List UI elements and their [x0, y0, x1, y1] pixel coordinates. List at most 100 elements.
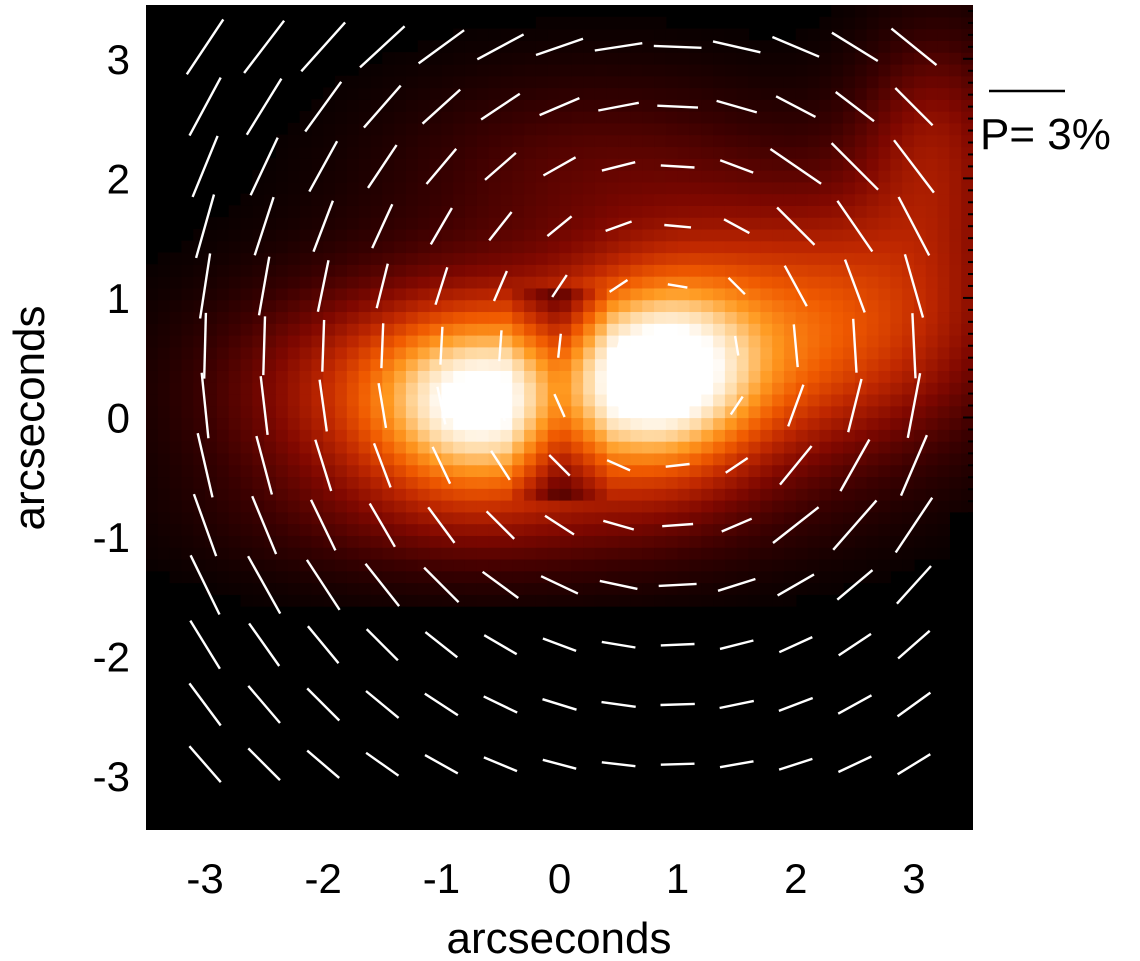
heatmap-cell	[866, 75, 880, 89]
heatmap-cell	[323, 429, 336, 442]
heatmap-cell	[500, 346, 513, 360]
heatmap-cell	[559, 452, 572, 466]
heatmap-cell	[748, 417, 761, 430]
heatmap-cell	[843, 570, 856, 584]
heatmap-cell	[216, 452, 230, 466]
heatmap-cell	[146, 523, 159, 536]
heatmap-cell	[961, 417, 973, 430]
heatmap-cell	[547, 170, 561, 183]
heatmap-cell	[606, 547, 620, 560]
heatmap-cell	[571, 299, 584, 313]
heatmap-cell	[500, 382, 513, 395]
heatmap-cell	[216, 252, 230, 265]
heatmap-cell	[748, 547, 761, 560]
heatmap-cell	[925, 335, 939, 348]
heatmap-cell	[937, 417, 950, 430]
heatmap-cell	[760, 63, 773, 77]
heatmap-cell	[394, 217, 407, 230]
heatmap-cell	[524, 134, 537, 148]
polarization-vector	[535, 37, 584, 57]
heatmap-cell	[949, 500, 962, 513]
heatmap-cell	[311, 393, 324, 407]
heatmap-cell	[335, 417, 348, 430]
heatmap-cell	[429, 476, 442, 489]
heatmap-cell	[890, 287, 903, 301]
heatmap-cell	[512, 382, 525, 395]
heatmap-cell	[417, 252, 431, 265]
heatmap-cell	[736, 535, 750, 548]
heatmap-cell	[878, 52, 891, 65]
heatmap-cell	[417, 570, 431, 584]
heatmap-cell	[677, 228, 691, 242]
heatmap-cell	[524, 158, 537, 171]
heatmap-cell	[807, 382, 821, 395]
heatmap-cell	[346, 228, 360, 242]
heatmap-cell	[642, 134, 655, 148]
heatmap-cell	[665, 323, 679, 336]
heatmap-cell	[571, 523, 584, 536]
heatmap-cell	[264, 382, 277, 395]
heatmap-cell	[500, 75, 513, 89]
heatmap-cell	[760, 40, 773, 53]
heatmap-cell	[642, 16, 655, 30]
heatmap-cell	[961, 441, 973, 454]
heatmap-cell	[724, 28, 738, 41]
heatmap-cell	[654, 63, 667, 77]
heatmap-cell	[299, 228, 312, 242]
heatmap-cell	[299, 205, 312, 218]
heatmap-cell	[181, 382, 194, 395]
heatmap-cell	[464, 452, 478, 466]
heatmap-cell	[512, 158, 525, 171]
heatmap-cell	[464, 299, 478, 313]
heatmap-cell	[913, 358, 927, 371]
heatmap-cell	[252, 205, 265, 218]
heatmap-cell	[618, 63, 631, 77]
heatmap-cell	[866, 16, 880, 30]
heatmap-cell	[913, 205, 927, 218]
heatmap-cell	[772, 370, 785, 383]
heatmap-cell	[311, 429, 324, 442]
polarization-vector	[480, 92, 521, 121]
heatmap-cell	[819, 99, 832, 112]
heatmap-cell	[724, 417, 738, 430]
heatmap-cell	[441, 323, 454, 336]
heatmap-cell	[500, 464, 513, 478]
heatmap-cell	[299, 134, 312, 148]
heatmap-cell	[240, 205, 253, 218]
heatmap-cell	[358, 299, 372, 313]
heatmap-cell	[783, 547, 797, 560]
heatmap-cell	[654, 146, 667, 159]
heatmap-cell	[358, 146, 372, 159]
heatmap-cell	[736, 193, 750, 206]
heatmap-cell	[760, 217, 773, 230]
heatmap-cell	[240, 193, 253, 206]
heatmap-cell	[441, 134, 454, 148]
heatmap-cell	[429, 99, 442, 112]
heatmap-cell	[890, 405, 903, 419]
heatmap-cell	[323, 547, 336, 560]
heatmap-cell	[937, 181, 950, 195]
heatmap-cell	[689, 441, 702, 454]
heatmap-cell	[654, 264, 667, 277]
polarization-vector	[601, 700, 636, 708]
heatmap-cell	[488, 570, 502, 584]
heatmap-cell	[630, 523, 643, 536]
heatmap-cell	[405, 500, 419, 513]
heatmap-cell	[464, 558, 478, 572]
heatmap-cell	[677, 193, 691, 206]
heatmap-cell	[500, 52, 513, 65]
heatmap-cell	[689, 311, 702, 324]
heatmap-cell	[405, 594, 419, 607]
heatmap-cell	[925, 346, 939, 360]
heatmap-cell	[606, 264, 620, 277]
heatmap-cell	[429, 405, 442, 419]
heatmap-cell	[854, 535, 868, 548]
heatmap-cell	[358, 346, 372, 360]
heatmap-cell	[642, 488, 655, 501]
heatmap-cell	[311, 217, 324, 230]
heatmap-cell	[807, 358, 821, 371]
heatmap-cell	[193, 476, 206, 489]
heatmap-cell	[335, 228, 348, 242]
heatmap-cell	[594, 87, 608, 100]
heatmap-cell	[583, 217, 596, 230]
